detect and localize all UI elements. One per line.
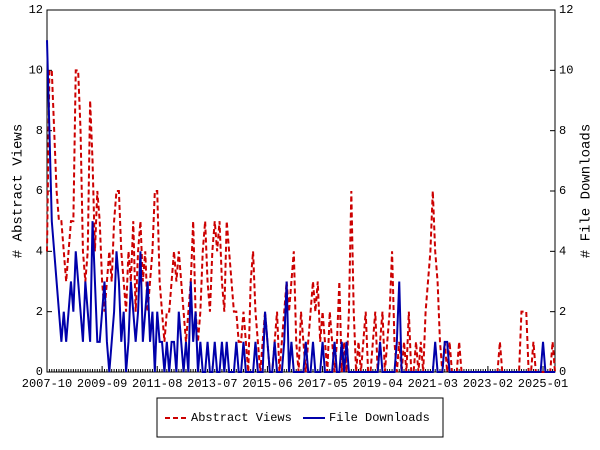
x-tick-label: 2017-05 bbox=[297, 377, 347, 391]
y-tick-label: 2 bbox=[36, 305, 43, 319]
y2-tick-label: 2 bbox=[559, 305, 566, 319]
legend-label: Abstract Views bbox=[191, 411, 292, 425]
y2-tick-label: 8 bbox=[559, 124, 566, 138]
legend-label: File Downloads bbox=[329, 411, 430, 425]
legend-box bbox=[156, 397, 444, 438]
x-tick-label: 2023-02 bbox=[463, 377, 513, 391]
x-tick-label: 2013-07 bbox=[187, 377, 237, 391]
x-tick-label: 2025-01 bbox=[518, 377, 568, 391]
y2-tick-label: 0 bbox=[559, 365, 566, 379]
y-axis-label: # Abstract Views bbox=[11, 124, 27, 258]
x-tick-label: 2019-04 bbox=[352, 377, 402, 391]
x-tick-label: 2011-08 bbox=[132, 377, 182, 391]
y-tick-label: 6 bbox=[36, 184, 43, 198]
y2-tick-label: 4 bbox=[559, 245, 566, 259]
y2-axis-label: # File Downloads bbox=[579, 124, 595, 258]
x-tick-label: 2015-06 bbox=[242, 377, 292, 391]
x-tick-label: 2009-09 bbox=[77, 377, 127, 391]
series-line bbox=[46, 69, 556, 373]
y2-tick-label: 6 bbox=[559, 184, 566, 198]
y-tick-label: 10 bbox=[29, 64, 43, 78]
y-tick-label: 8 bbox=[36, 124, 43, 138]
y-tick-label: 0 bbox=[36, 365, 43, 379]
x-tick-label: 2007-10 bbox=[22, 377, 72, 391]
y-tick-label: 12 bbox=[29, 3, 43, 17]
x-tick-label: 2021-03 bbox=[408, 377, 458, 391]
y2-tick-label: 12 bbox=[559, 3, 573, 17]
y2-tick-label: 10 bbox=[559, 64, 573, 78]
series-line bbox=[46, 40, 555, 373]
y-tick-label: 4 bbox=[36, 245, 43, 259]
